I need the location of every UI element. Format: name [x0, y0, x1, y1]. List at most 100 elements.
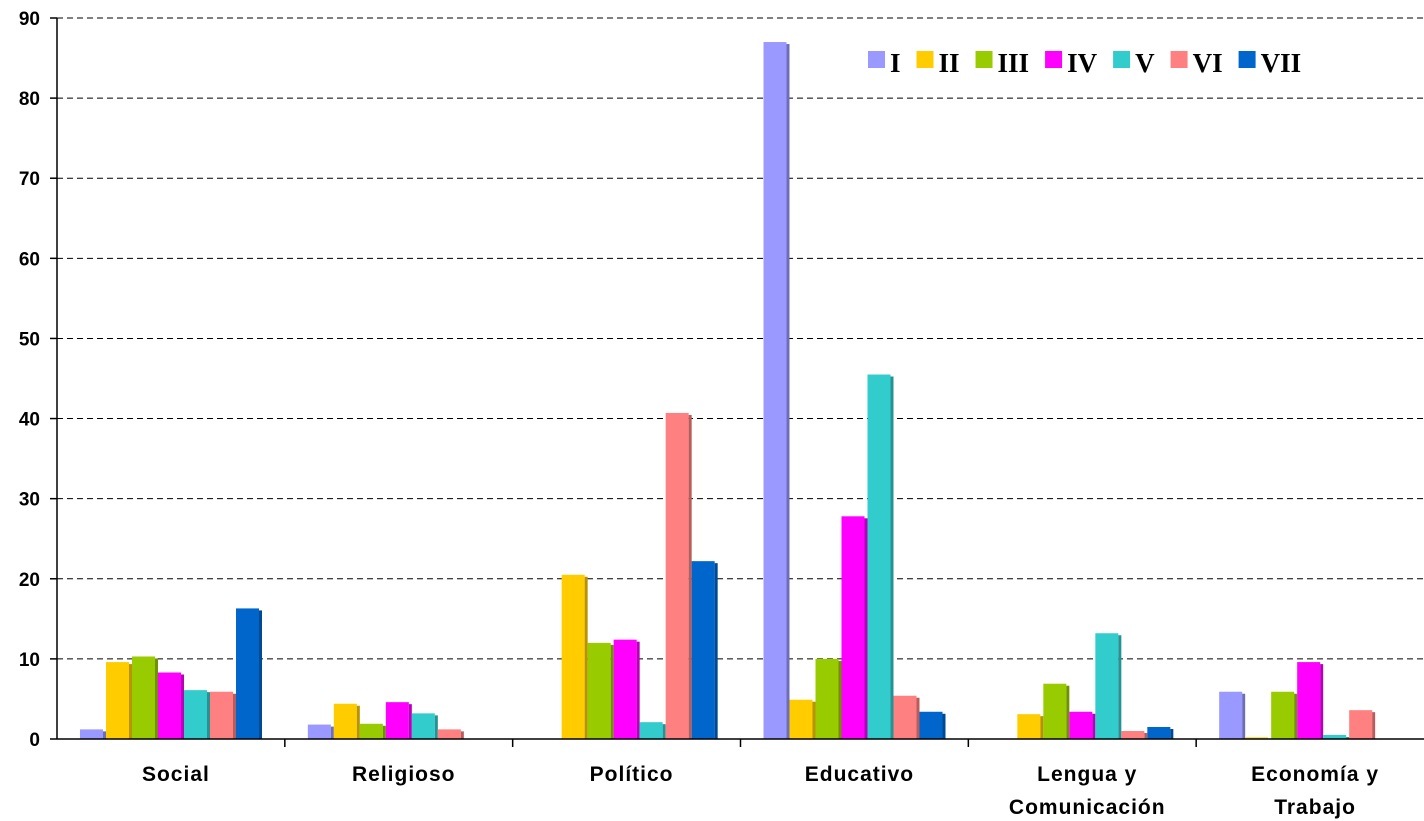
bar — [691, 561, 715, 739]
bar-side — [1144, 732, 1148, 739]
bar-side — [1118, 635, 1122, 739]
bar-side — [103, 731, 106, 739]
bar — [236, 608, 259, 739]
bar — [158, 672, 181, 739]
x-category-label: Educativo — [805, 763, 914, 786]
bar — [1121, 730, 1145, 739]
bar — [1245, 737, 1269, 739]
x-category-label: Trabajo — [1274, 796, 1356, 819]
bar — [893, 695, 917, 739]
y-tick-label: 70 — [19, 169, 40, 190]
bar — [1297, 662, 1321, 739]
bar — [1271, 691, 1295, 739]
bar-side — [838, 660, 842, 739]
legend-swatch — [975, 51, 993, 68]
bar — [841, 516, 865, 739]
x-category-label: Religioso — [352, 763, 456, 786]
bar-side — [1066, 685, 1070, 739]
bar — [1147, 726, 1171, 739]
bar-side — [916, 697, 920, 739]
bar — [1323, 734, 1347, 739]
bar — [80, 729, 103, 739]
bar — [867, 374, 891, 739]
bar — [210, 691, 233, 739]
legend-label: V — [1135, 48, 1155, 78]
bar-side — [714, 563, 718, 739]
bar-side — [1294, 693, 1298, 739]
bar-side — [662, 724, 666, 739]
legend-swatch — [916, 51, 934, 68]
bar — [639, 722, 663, 739]
bar-side — [610, 644, 614, 739]
legend: I II III IV V VI VII — [868, 48, 1301, 78]
bar — [815, 658, 839, 739]
bar — [1043, 683, 1067, 739]
bar — [587, 642, 611, 739]
bar-side — [129, 664, 132, 739]
bar-side — [330, 726, 334, 739]
bar — [1349, 710, 1373, 739]
bar-side — [155, 658, 158, 739]
bars — [80, 42, 1376, 740]
bar — [359, 723, 383, 739]
bar — [1095, 633, 1119, 739]
bar-side — [890, 376, 894, 739]
bar — [1017, 714, 1041, 739]
bar — [307, 724, 331, 739]
bar — [561, 574, 585, 739]
axes: 0 10 20 30 40 50 60 70 80 90 Social Religioso Políti… — [19, 9, 1424, 819]
x-category-label: Político — [590, 763, 674, 786]
y-tick-label: 40 — [19, 410, 40, 431]
legend-swatch — [868, 51, 885, 68]
bar — [1069, 711, 1093, 739]
legend-label: IV — [1067, 48, 1098, 78]
bar-side — [1346, 736, 1350, 739]
bar-side — [1040, 716, 1044, 739]
y-tick-label: 80 — [19, 89, 40, 110]
bar — [789, 699, 813, 739]
legend-swatch — [1170, 51, 1188, 68]
grid-lines — [57, 17, 1424, 660]
bar-side — [1242, 693, 1246, 739]
y-tick-label: 30 — [19, 490, 40, 511]
legend-label: I — [890, 48, 901, 78]
bar — [411, 713, 435, 739]
y-tick-label: 60 — [19, 249, 40, 270]
legend-swatch — [1238, 51, 1256, 68]
bar-side — [1320, 664, 1324, 739]
x-category-label: Economía y — [1251, 763, 1379, 786]
legend-label: VII — [1261, 48, 1302, 78]
bar — [106, 662, 129, 739]
y-tick-label: 90 — [19, 9, 40, 30]
legend-label: VI — [1193, 48, 1223, 78]
x-category-label: Social — [142, 763, 210, 786]
y-tick-label: 20 — [19, 570, 40, 591]
bar-side — [864, 518, 868, 739]
bar-side — [434, 715, 438, 739]
legend-swatch — [1045, 51, 1063, 68]
bar-side — [1372, 712, 1376, 739]
y-tick-label: 10 — [19, 650, 40, 671]
bar-side — [408, 704, 412, 739]
bar-side — [259, 610, 262, 739]
x-category-label: Lengua y — [1037, 763, 1137, 786]
bar-side — [1092, 713, 1096, 739]
bar — [385, 702, 409, 739]
bar-side — [460, 731, 464, 739]
bar — [919, 711, 943, 739]
bar-side — [584, 576, 588, 739]
bar-side — [356, 705, 360, 739]
bar — [333, 703, 357, 739]
bar-side — [636, 641, 640, 739]
bar-side — [786, 44, 790, 740]
bar-side — [1170, 728, 1174, 739]
bar — [132, 656, 155, 739]
bar — [613, 639, 637, 739]
bar-side — [382, 725, 386, 739]
y-tick-label: 50 — [19, 329, 40, 350]
bar — [1219, 691, 1243, 739]
bar-side — [207, 692, 210, 739]
y-tick-label: 0 — [29, 730, 40, 751]
x-category-label: Comunicación — [1009, 796, 1166, 819]
